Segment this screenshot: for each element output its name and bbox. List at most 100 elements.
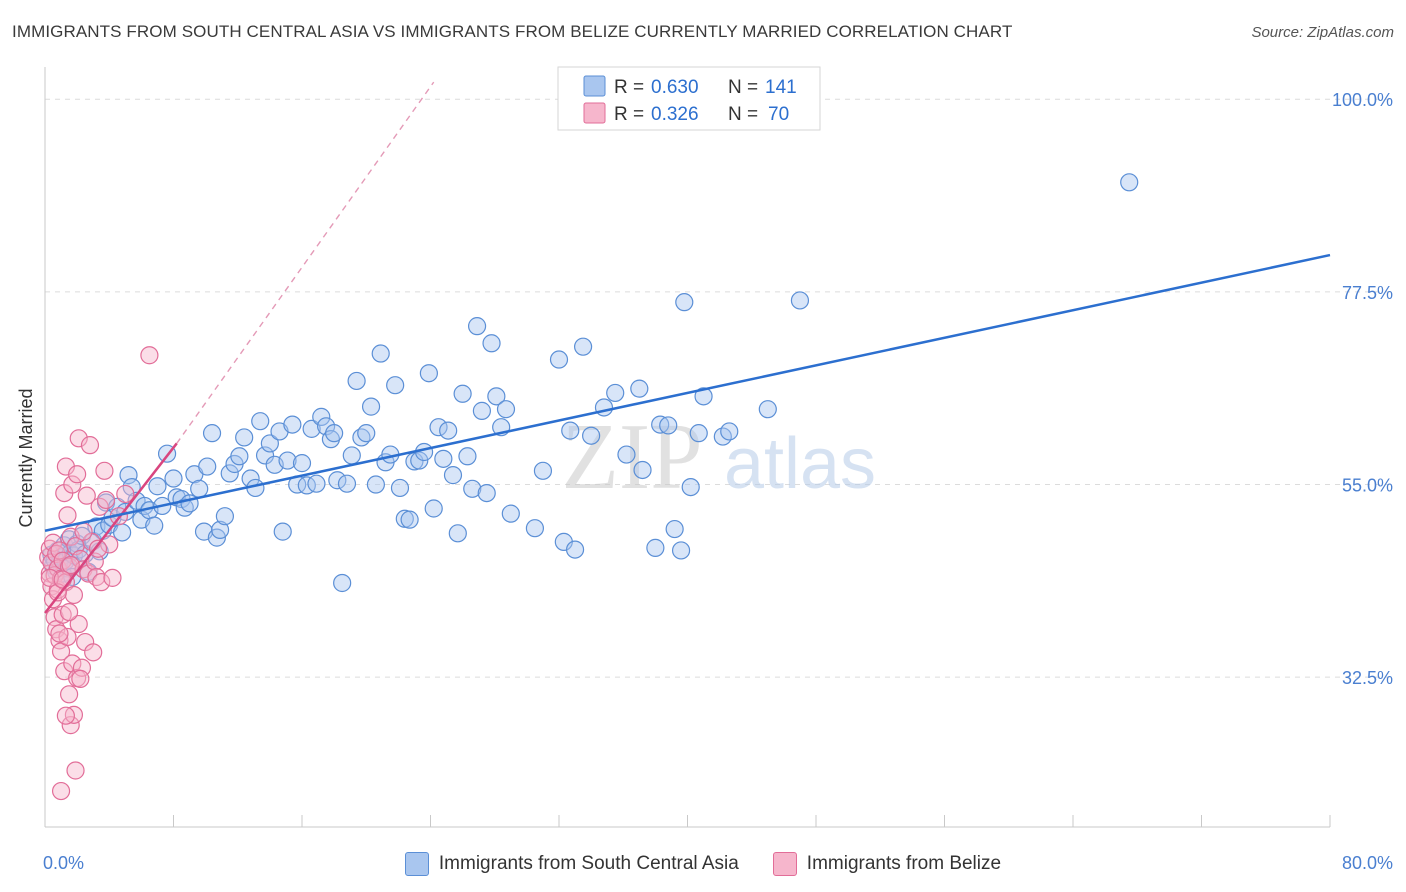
data-point-south-central-asia	[689, 424, 708, 443]
data-point-south-central-asia	[333, 573, 352, 593]
data-point-south-central-asia	[720, 422, 739, 441]
data-point-south-central-asia	[533, 461, 553, 480]
data-point-belize	[61, 555, 80, 575]
data-point-belize	[59, 602, 79, 622]
data-point-south-central-asia	[659, 416, 678, 435]
data-point-south-central-asia	[434, 449, 453, 468]
data-point-south-central-asia	[215, 507, 234, 526]
legend-label-south-central-asia: Immigrants from South Central Asia	[438, 853, 739, 874]
data-point-south-central-asia	[260, 434, 279, 453]
legend-item-south-central-asia[interactable]: Immigrants from South Central Asia	[404, 852, 739, 876]
data-point-south-central-asia	[273, 522, 292, 541]
data-point-south-central-asia	[112, 523, 132, 542]
data-point-south-central-asia	[675, 293, 694, 312]
legend-n-label-2: N =	[728, 104, 758, 125]
data-point-south-central-asia	[342, 446, 361, 465]
legend-swatch-pink	[583, 102, 606, 124]
watermark: ZIP atlas	[562, 405, 877, 509]
data-point-south-central-asia	[148, 477, 167, 496]
data-point-south-central-asia	[292, 454, 312, 473]
data-point-south-central-asia	[633, 460, 652, 480]
data-point-belize	[69, 429, 88, 448]
data-point-south-central-asia	[439, 421, 458, 440]
legend-r-value-2: 0.326	[651, 104, 699, 125]
data-point-belize	[47, 544, 66, 563]
data-point-south-central-asia	[472, 401, 491, 420]
data-point-south-central-asia	[230, 447, 249, 466]
data-point-south-central-asia	[145, 516, 164, 535]
data-point-south-central-asia	[561, 421, 580, 440]
data-point-south-central-asia	[220, 464, 239, 483]
data-point-belize	[103, 568, 122, 587]
data-point-south-central-asia	[235, 428, 254, 447]
data-point-belize	[87, 567, 106, 587]
legend-item-belize[interactable]: Immigrants from Belize	[772, 852, 1001, 876]
data-point-belize	[64, 585, 84, 605]
data-point-belize	[53, 570, 72, 589]
data-point-south-central-asia	[390, 478, 410, 498]
trend-lines	[44, 81, 1331, 614]
data-point-south-central-asia	[549, 350, 569, 369]
data-point-south-central-asia	[424, 499, 443, 518]
data-point-south-central-asia	[190, 479, 209, 498]
data-point-south-central-asia	[328, 471, 347, 490]
data-point-belize	[71, 669, 90, 688]
data-point-south-central-asia	[665, 519, 684, 539]
data-point-south-central-asia	[453, 384, 472, 403]
y-tick-label: 100.0%	[1332, 90, 1393, 110]
data-point-south-central-asia	[477, 483, 496, 503]
watermark-atlas: atlas	[724, 424, 876, 504]
data-point-south-central-asia	[198, 457, 217, 476]
data-point-south-central-asia	[429, 418, 448, 437]
legend-r-label-1: R =	[614, 77, 644, 98]
chart-title: IMMIGRANTS FROM SOUTH CENTRAL ASIA VS IM…	[12, 22, 1013, 41]
data-point-belize	[68, 465, 87, 484]
source-credit: Source: ZipAtlas.com	[1251, 24, 1394, 41]
data-point-south-central-asia	[307, 474, 326, 493]
data-point-south-central-asia	[565, 540, 585, 559]
data-point-south-central-asia	[681, 477, 700, 497]
data-point-south-central-asia	[646, 538, 665, 557]
grid-lines	[45, 98, 1392, 678]
y-axis-label: Currently Married	[16, 388, 36, 527]
data-point-south-central-asia	[386, 376, 405, 395]
trend-line-belize	[44, 442, 178, 614]
data-point-south-central-asia	[487, 387, 506, 406]
legend-n-value-2: 70	[768, 104, 789, 125]
data-point-south-central-asia	[694, 387, 713, 406]
y-tick-label: 77.5%	[1342, 283, 1393, 303]
y-tick-label: 55.0%	[1342, 476, 1393, 496]
data-point-belize	[80, 436, 100, 455]
legend-n-value-1: 141	[765, 77, 797, 98]
data-point-belize	[51, 781, 71, 801]
data-point-south-central-asia	[202, 424, 222, 443]
data-point-belize	[56, 706, 75, 725]
data-point-belize	[69, 614, 88, 634]
data-point-south-central-asia	[443, 466, 463, 485]
data-point-south-central-asia	[164, 469, 183, 488]
data-point-south-central-asia	[617, 445, 636, 464]
data-point-belize	[77, 486, 96, 505]
data-point-south-central-asia	[325, 424, 344, 443]
data-point-belize	[58, 506, 77, 525]
axes	[44, 67, 1331, 828]
data-point-south-central-asia	[419, 364, 438, 383]
legend-r-label-2: R =	[614, 104, 644, 125]
data-point-belize	[74, 522, 93, 541]
data-point-belize	[140, 346, 159, 365]
data-point-south-central-asia	[582, 426, 601, 445]
data-point-belize	[63, 475, 82, 494]
data-point-south-central-asia	[278, 451, 297, 470]
data-point-south-central-asia	[410, 451, 429, 470]
data-point-south-central-asia	[119, 466, 138, 485]
stats-legend: R = 0.630 N = 141 R = 0.326 N = 70	[557, 66, 821, 131]
data-point-south-central-asia	[251, 412, 270, 431]
legend-swatch-belize	[772, 852, 797, 876]
data-point-belize	[92, 573, 111, 592]
legend-r-value-1: 0.630	[651, 77, 699, 98]
y-tick-label: 32.5%	[1342, 668, 1393, 688]
data-point-south-central-asia	[312, 407, 331, 426]
data-point-belize	[61, 716, 80, 735]
data-point-south-central-asia	[448, 524, 467, 543]
